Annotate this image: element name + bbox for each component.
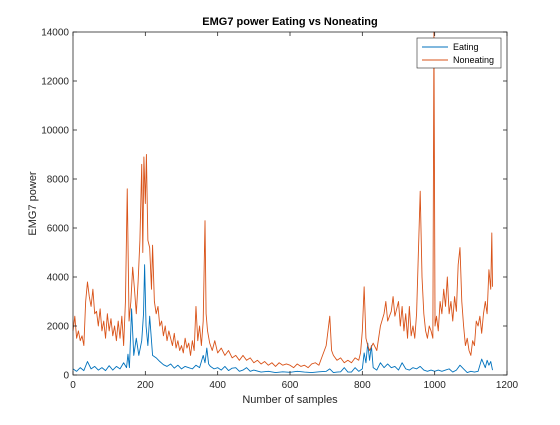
x-axis-title: Number of samples: [242, 394, 338, 406]
x-tick-label: 800: [354, 380, 371, 391]
plot-area: [72, 31, 508, 376]
x-tick-label: 200: [137, 380, 154, 391]
legend-box: [416, 37, 502, 69]
y-tick-label: 2000: [47, 322, 70, 333]
ticks-layer: 0 200 400 600 800 1000 12000200040006000800010…: [41, 28, 518, 392]
series-layer: [72, 31, 493, 373]
x-tick-label: 600: [282, 380, 299, 391]
y-tick-label: 0: [63, 371, 69, 382]
legend-label-noneating: Noneating: [453, 55, 494, 65]
series-line-eating: [72, 264, 493, 373]
series-line-noneating: [72, 31, 493, 369]
y-tick-label: 12000: [41, 77, 69, 88]
x-tick-label: 0: [70, 380, 76, 391]
x-tick-label: 1000: [424, 380, 447, 391]
y-tick-label: 10000: [41, 126, 69, 137]
y-tick-label: 6000: [47, 224, 70, 235]
y-tick-label: 4000: [47, 273, 70, 284]
legend-label-eating: Eating: [453, 42, 479, 52]
chart-title: EMG7 power Eating vs Noneating: [202, 16, 377, 28]
y-tick-label: 8000: [47, 175, 70, 186]
y-tick-label: 14000: [41, 28, 69, 39]
y-axis-title: EMG7 power: [27, 171, 39, 236]
x-tick-label: 1200: [496, 380, 519, 391]
legend: Eating Noneating: [416, 37, 502, 69]
x-tick-label: 400: [209, 380, 226, 391]
axes-box: [73, 32, 507, 375]
